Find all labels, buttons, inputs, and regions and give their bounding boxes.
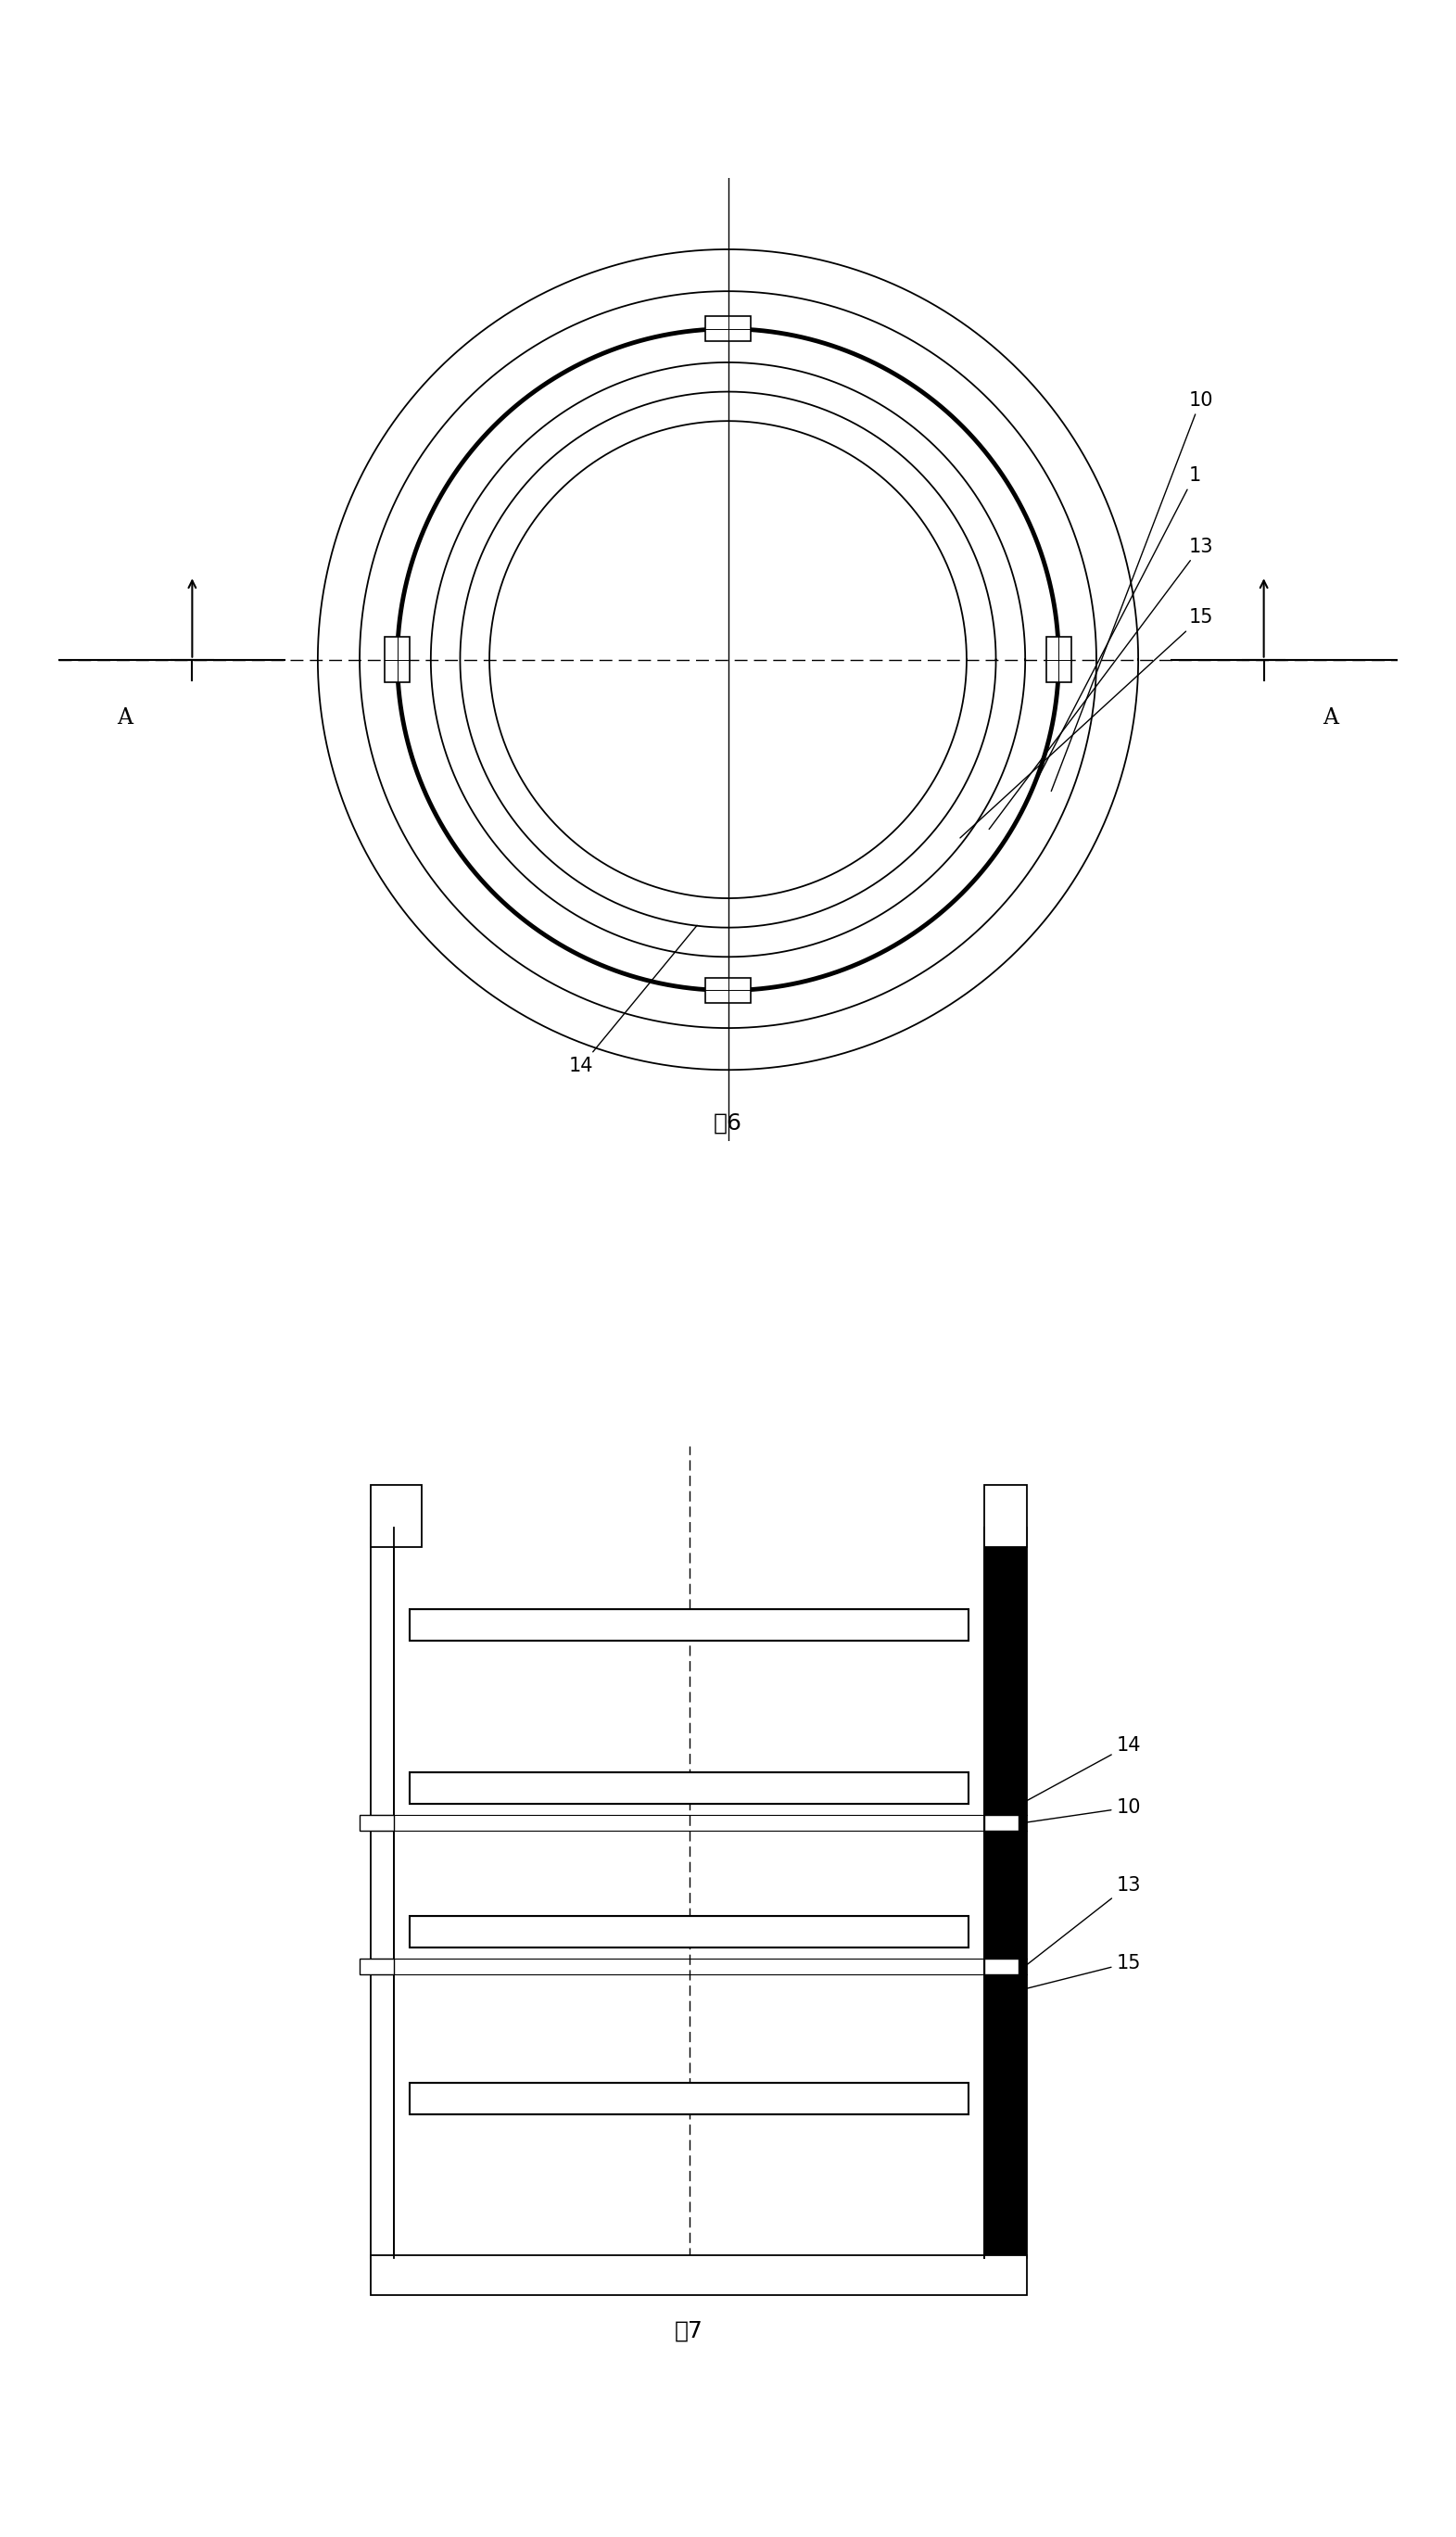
Text: 10: 10 xyxy=(1051,391,1213,792)
Text: A: A xyxy=(1324,708,1338,728)
Bar xyxy=(371,1527,395,2258)
Text: 15: 15 xyxy=(1013,1953,1142,1992)
Bar xyxy=(371,1484,421,1548)
Bar xyxy=(984,1959,1018,1974)
Bar xyxy=(409,1773,968,1804)
Bar xyxy=(705,317,751,342)
Bar xyxy=(984,1484,1026,1548)
Bar xyxy=(409,1915,968,1948)
Text: 14: 14 xyxy=(1013,1735,1142,1809)
Text: 14: 14 xyxy=(569,926,697,1076)
Bar xyxy=(360,1959,395,1974)
Text: 13: 13 xyxy=(1013,1875,1142,1976)
Bar xyxy=(360,1816,395,1832)
Bar xyxy=(384,637,411,682)
Text: 图6: 图6 xyxy=(713,1111,743,1134)
Bar xyxy=(705,977,751,1002)
Bar xyxy=(409,1608,968,1641)
Bar xyxy=(984,1527,1026,2258)
Bar xyxy=(371,2255,1026,2296)
Text: A: A xyxy=(118,708,132,728)
Text: 15: 15 xyxy=(960,609,1213,837)
Text: 1: 1 xyxy=(1018,467,1201,817)
Text: 10: 10 xyxy=(1013,1799,1142,1824)
Bar xyxy=(1045,637,1072,682)
Bar xyxy=(409,2083,968,2113)
Text: 图7: 图7 xyxy=(676,2319,703,2342)
Bar xyxy=(984,1816,1018,1832)
Text: 13: 13 xyxy=(989,538,1213,830)
